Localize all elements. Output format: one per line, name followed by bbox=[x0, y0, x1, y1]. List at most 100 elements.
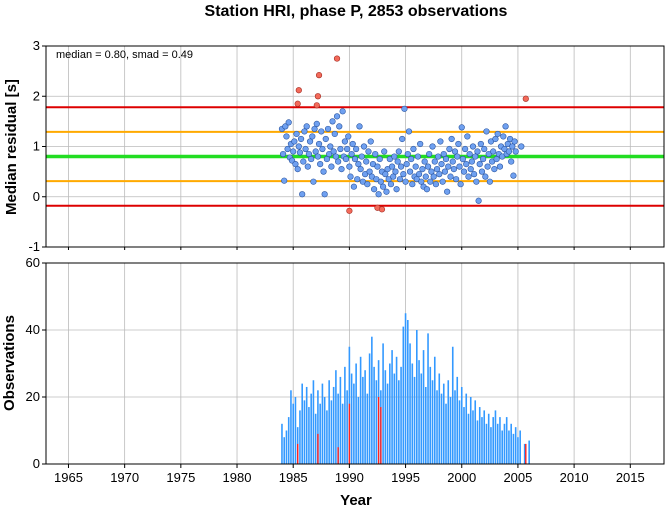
residual-point bbox=[404, 150, 411, 158]
residual-point bbox=[338, 166, 345, 173]
residual-point bbox=[437, 138, 444, 145]
residual-point bbox=[302, 145, 309, 153]
residual-point bbox=[415, 171, 423, 178]
residual-point bbox=[422, 173, 429, 180]
residual-point bbox=[367, 138, 374, 145]
outlier-point bbox=[522, 95, 529, 102]
residual-point bbox=[409, 181, 416, 188]
residual-point bbox=[360, 143, 368, 150]
residual-point bbox=[328, 163, 335, 170]
residual-point bbox=[292, 160, 299, 168]
year-tick-label: 1965 bbox=[54, 470, 83, 485]
residual-point bbox=[363, 158, 370, 165]
residual-point bbox=[339, 108, 346, 115]
year-tick-label: 2015 bbox=[616, 470, 645, 485]
residual-y-axis-label: Median residual [s] bbox=[3, 79, 20, 215]
residual-point bbox=[500, 133, 507, 140]
residual-point bbox=[341, 138, 348, 145]
residual-point bbox=[406, 168, 414, 175]
residual-point bbox=[374, 163, 381, 170]
residual-point bbox=[447, 173, 454, 180]
residual-point bbox=[319, 145, 326, 153]
residual-point bbox=[376, 155, 383, 163]
residual-point bbox=[323, 155, 331, 163]
residual-point bbox=[366, 168, 373, 175]
residual-point bbox=[477, 140, 484, 148]
residual-point bbox=[512, 148, 519, 155]
residual-point bbox=[472, 153, 479, 160]
residual-point bbox=[518, 143, 525, 150]
observations-grid bbox=[46, 262, 664, 465]
residual-point bbox=[322, 135, 329, 143]
residual-point bbox=[469, 143, 477, 150]
residual-point bbox=[332, 153, 339, 160]
observations-y-tick-label: 0 bbox=[33, 456, 40, 471]
year-tick-label: 1990 bbox=[335, 470, 364, 485]
residual-point bbox=[312, 148, 319, 155]
outlier-point bbox=[294, 100, 301, 107]
residual-point bbox=[337, 145, 344, 153]
residual-y-tick-label: 3 bbox=[33, 38, 40, 53]
residual-point bbox=[428, 168, 435, 175]
residual-point bbox=[348, 150, 355, 158]
residual-point bbox=[417, 140, 424, 148]
residual-point bbox=[429, 143, 436, 150]
residual-point bbox=[309, 133, 316, 140]
residual-point bbox=[412, 163, 419, 170]
residual-point bbox=[505, 148, 513, 155]
outlier-point bbox=[378, 206, 386, 213]
residual-point bbox=[459, 155, 466, 163]
residual-point bbox=[330, 148, 337, 155]
residual-point bbox=[442, 155, 450, 163]
outlier-point bbox=[315, 72, 323, 79]
residual-point bbox=[473, 178, 480, 185]
residual-point bbox=[432, 181, 440, 188]
year-x-ticks: 1965 1970 1975 1980 1985 1990 1995 2000 2005 2010… bbox=[54, 464, 645, 485]
residual-point bbox=[502, 123, 509, 130]
residual-point bbox=[365, 148, 372, 155]
residual-point bbox=[478, 168, 486, 175]
residual-point bbox=[346, 163, 353, 170]
residual-point bbox=[454, 153, 461, 160]
residual-point bbox=[344, 145, 351, 153]
residual-point bbox=[382, 171, 389, 178]
residual-point bbox=[460, 168, 468, 175]
residual-point bbox=[458, 124, 465, 131]
residual-point bbox=[427, 178, 434, 185]
residual-plot-frame bbox=[45, 45, 665, 248]
residual-point bbox=[463, 160, 470, 168]
residual-point bbox=[453, 176, 460, 183]
residual-point bbox=[440, 150, 447, 158]
residual-point bbox=[304, 163, 311, 170]
chart-title: Station HRI, phase P, 2853 observations bbox=[205, 3, 508, 20]
residual-point bbox=[383, 188, 390, 195]
outlier-point bbox=[333, 55, 341, 62]
residual-point bbox=[481, 145, 488, 153]
residual-point bbox=[467, 166, 474, 173]
residual-point bbox=[462, 145, 469, 153]
residual-point bbox=[327, 143, 334, 150]
residual-point bbox=[511, 138, 518, 145]
residual-point bbox=[379, 183, 387, 190]
observations-y-tick-label: 20 bbox=[26, 389, 40, 404]
residual-point bbox=[445, 163, 452, 170]
residual-point bbox=[408, 155, 415, 163]
residual-point bbox=[476, 160, 483, 168]
residual-point bbox=[313, 120, 320, 127]
outlier-point bbox=[295, 87, 302, 94]
residual-point bbox=[301, 128, 308, 135]
residual-point bbox=[490, 148, 497, 155]
residual-point bbox=[468, 158, 475, 165]
residual-point bbox=[475, 197, 482, 204]
residual-point bbox=[450, 166, 457, 173]
residual-point bbox=[375, 191, 382, 198]
residual-point bbox=[396, 176, 404, 183]
residual-point bbox=[293, 130, 300, 138]
residual-y-tick-label: -1 bbox=[28, 239, 40, 254]
residual-point bbox=[471, 171, 478, 178]
residual-point bbox=[455, 140, 462, 148]
residual-point bbox=[474, 148, 481, 155]
residual-point bbox=[317, 160, 324, 168]
residual-point bbox=[358, 153, 365, 160]
